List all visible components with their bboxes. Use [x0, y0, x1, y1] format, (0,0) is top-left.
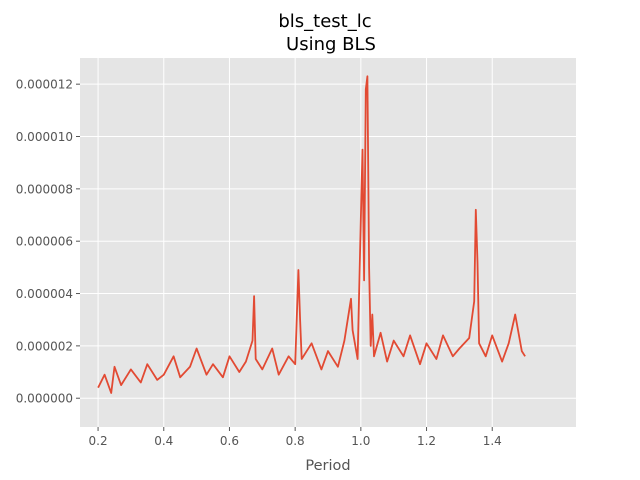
- x-axis: 0.2 0.4 0.6 0.8 1.0 1.2 1.4: [89, 427, 502, 448]
- x-tick-label: 1.4: [483, 434, 502, 448]
- y-tick-label: 0.000000: [16, 392, 73, 406]
- y-tick-label: 0.000008: [16, 182, 73, 196]
- x-tick-label: 0.8: [286, 434, 305, 448]
- y-tick-label: 0.000012: [16, 78, 73, 92]
- x-tick-label: 1.2: [417, 434, 436, 448]
- chart-title: bls_test_lc: [278, 11, 371, 32]
- y-tick-label: 0.000006: [16, 235, 73, 249]
- x-axis-label: Period: [305, 458, 350, 474]
- y-axis: 0.000000 0.000002 0.000004 0.000006 0.000008…: [16, 78, 80, 406]
- x-tick-label: 0.2: [89, 434, 108, 448]
- plot-background: [80, 58, 576, 427]
- y-tick-label: 0.000010: [16, 130, 73, 144]
- x-tick-label: 0.6: [220, 434, 239, 448]
- series-layer: [97, 75, 526, 394]
- chart-subtitle: Using BLS: [286, 34, 376, 55]
- bls-power-line: [97, 75, 526, 394]
- y-tick-label: 0.000002: [16, 339, 73, 353]
- y-tick-label: 0.000004: [16, 287, 73, 301]
- plot-panel: [80, 58, 576, 427]
- x-tick-label: 0.4: [154, 434, 173, 448]
- x-tick-label: 1.0: [351, 434, 370, 448]
